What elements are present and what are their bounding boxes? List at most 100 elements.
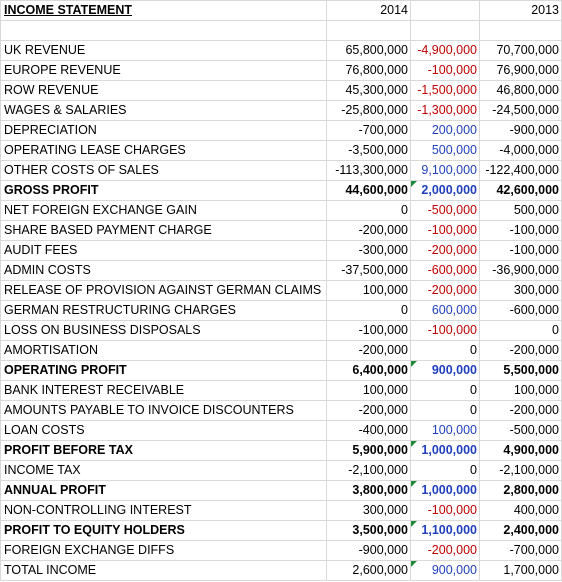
difference-cell[interactable]: -4,900,000 — [410, 40, 480, 61]
line-item-label[interactable]: LOAN COSTS — [0, 420, 327, 441]
value-2014-cell[interactable]: -200,000 — [326, 220, 411, 241]
line-item-label[interactable]: OTHER COSTS OF SALES — [0, 160, 327, 181]
value-2013-cell[interactable]: -600,000 — [479, 300, 562, 321]
empty-cell[interactable] — [326, 20, 411, 41]
value-2014-cell[interactable]: 5,900,000 — [326, 440, 411, 461]
value-2013-cell[interactable]: -24,500,000 — [479, 100, 562, 121]
value-2013-cell[interactable]: -100,000 — [479, 220, 562, 241]
value-2014-cell[interactable]: -2,100,000 — [326, 460, 411, 481]
difference-cell[interactable]: 0 — [410, 340, 480, 361]
value-2013-cell[interactable]: -500,000 — [479, 420, 562, 441]
value-2014-cell[interactable]: 45,300,000 — [326, 80, 411, 101]
column-header-difference[interactable] — [410, 0, 480, 21]
line-item-label[interactable]: OPERATING LEASE CHARGES — [0, 140, 327, 161]
line-item-label[interactable]: GROSS PROFIT — [0, 180, 327, 201]
line-item-label[interactable]: FOREIGN EXCHANGE DIFFS — [0, 540, 327, 561]
value-2013-cell[interactable]: -700,000 — [479, 540, 562, 561]
value-2014-cell[interactable]: 2,600,000 — [326, 560, 411, 581]
value-2014-cell[interactable]: -113,300,000 — [326, 160, 411, 181]
difference-cell[interactable]: 0 — [410, 460, 480, 481]
difference-cell[interactable]: -100,000 — [410, 220, 480, 241]
line-item-label[interactable]: ANNUAL PROFIT — [0, 480, 327, 501]
value-2013-cell[interactable]: -122,400,000 — [479, 160, 562, 181]
line-item-label[interactable]: AMOUNTS PAYABLE TO INVOICE DISCOUNTERS — [0, 400, 327, 421]
value-2013-cell[interactable]: 5,500,000 — [479, 360, 562, 381]
value-2014-cell[interactable]: -200,000 — [326, 340, 411, 361]
value-2013-cell[interactable]: -2,100,000 — [479, 460, 562, 481]
difference-cell[interactable]: 1,000,000 — [410, 480, 480, 501]
value-2014-cell[interactable]: 300,000 — [326, 500, 411, 521]
sheet-title[interactable]: INCOME STATEMENT — [0, 0, 327, 21]
line-item-label[interactable]: PROFIT BEFORE TAX — [0, 440, 327, 461]
difference-cell[interactable]: 200,000 — [410, 120, 480, 141]
line-item-label[interactable]: WAGES & SALARIES — [0, 100, 327, 121]
value-2013-cell[interactable]: 2,800,000 — [479, 480, 562, 501]
difference-cell[interactable]: -600,000 — [410, 260, 480, 281]
line-item-label[interactable]: SHARE BASED PAYMENT CHARGE — [0, 220, 327, 241]
line-item-label[interactable]: NON-CONTROLLING INTEREST — [0, 500, 327, 521]
value-2014-cell[interactable]: 3,800,000 — [326, 480, 411, 501]
line-item-label[interactable]: AMORTISATION — [0, 340, 327, 361]
line-item-label[interactable]: UK REVENUE — [0, 40, 327, 61]
value-2014-cell[interactable]: 76,800,000 — [326, 60, 411, 81]
line-item-label[interactable]: ADMIN COSTS — [0, 260, 327, 281]
value-2014-cell[interactable]: 0 — [326, 200, 411, 221]
difference-cell[interactable]: -200,000 — [410, 540, 480, 561]
value-2013-cell[interactable]: 0 — [479, 320, 562, 341]
value-2014-cell[interactable]: -700,000 — [326, 120, 411, 141]
difference-cell[interactable]: 1,000,000 — [410, 440, 480, 461]
difference-cell[interactable]: 600,000 — [410, 300, 480, 321]
line-item-label[interactable]: EUROPE REVENUE — [0, 60, 327, 81]
value-2014-cell[interactable]: 0 — [326, 300, 411, 321]
difference-cell[interactable]: -1,500,000 — [410, 80, 480, 101]
line-item-label[interactable]: INCOME TAX — [0, 460, 327, 481]
value-2013-cell[interactable]: -200,000 — [479, 340, 562, 361]
value-2013-cell[interactable]: 500,000 — [479, 200, 562, 221]
value-2013-cell[interactable]: 2,400,000 — [479, 520, 562, 541]
difference-cell[interactable]: -100,000 — [410, 60, 480, 81]
value-2013-cell[interactable]: -4,000,000 — [479, 140, 562, 161]
difference-cell[interactable]: 0 — [410, 400, 480, 421]
value-2013-cell[interactable]: 76,900,000 — [479, 60, 562, 81]
empty-cell[interactable] — [0, 20, 327, 41]
line-item-label[interactable]: OPERATING PROFIT — [0, 360, 327, 381]
value-2013-cell[interactable]: 42,600,000 — [479, 180, 562, 201]
difference-cell[interactable]: 500,000 — [410, 140, 480, 161]
difference-cell[interactable]: 900,000 — [410, 360, 480, 381]
line-item-label[interactable]: RELEASE OF PROVISION AGAINST GERMAN CLAI… — [0, 280, 327, 301]
value-2013-cell[interactable]: 100,000 — [479, 380, 562, 401]
value-2014-cell[interactable]: 65,800,000 — [326, 40, 411, 61]
value-2014-cell[interactable]: 6,400,000 — [326, 360, 411, 381]
line-item-label[interactable]: AUDIT FEES — [0, 240, 327, 261]
empty-cell[interactable] — [479, 20, 562, 41]
value-2014-cell[interactable]: -300,000 — [326, 240, 411, 261]
difference-cell[interactable]: 1,100,000 — [410, 520, 480, 541]
column-header-2014[interactable]: 2014 — [326, 0, 411, 21]
line-item-label[interactable]: LOSS ON BUSINESS DISPOSALS — [0, 320, 327, 341]
value-2014-cell[interactable]: -37,500,000 — [326, 260, 411, 281]
value-2014-cell[interactable]: 3,500,000 — [326, 520, 411, 541]
value-2014-cell[interactable]: -100,000 — [326, 320, 411, 341]
difference-cell[interactable]: 2,000,000 — [410, 180, 480, 201]
difference-cell[interactable]: -1,300,000 — [410, 100, 480, 121]
line-item-label[interactable]: GERMAN RESTRUCTURING CHARGES — [0, 300, 327, 321]
value-2014-cell[interactable]: -3,500,000 — [326, 140, 411, 161]
value-2013-cell[interactable]: 1,700,000 — [479, 560, 562, 581]
line-item-label[interactable]: BANK INTEREST RECEIVABLE — [0, 380, 327, 401]
value-2014-cell[interactable]: -400,000 — [326, 420, 411, 441]
value-2013-cell[interactable]: -200,000 — [479, 400, 562, 421]
value-2013-cell[interactable]: 400,000 — [479, 500, 562, 521]
difference-cell[interactable]: 9,100,000 — [410, 160, 480, 181]
value-2014-cell[interactable]: 100,000 — [326, 280, 411, 301]
difference-cell[interactable]: -200,000 — [410, 280, 480, 301]
difference-cell[interactable]: 100,000 — [410, 420, 480, 441]
line-item-label[interactable]: PROFIT TO EQUITY HOLDERS — [0, 520, 327, 541]
difference-cell[interactable]: -200,000 — [410, 240, 480, 261]
difference-cell[interactable]: -100,000 — [410, 320, 480, 341]
value-2014-cell[interactable]: 44,600,000 — [326, 180, 411, 201]
column-header-2013[interactable]: 2013 — [479, 0, 562, 21]
line-item-label[interactable]: NET FOREIGN EXCHANGE GAIN — [0, 200, 327, 221]
difference-cell[interactable]: 900,000 — [410, 560, 480, 581]
difference-cell[interactable]: 0 — [410, 380, 480, 401]
value-2013-cell[interactable]: 70,700,000 — [479, 40, 562, 61]
